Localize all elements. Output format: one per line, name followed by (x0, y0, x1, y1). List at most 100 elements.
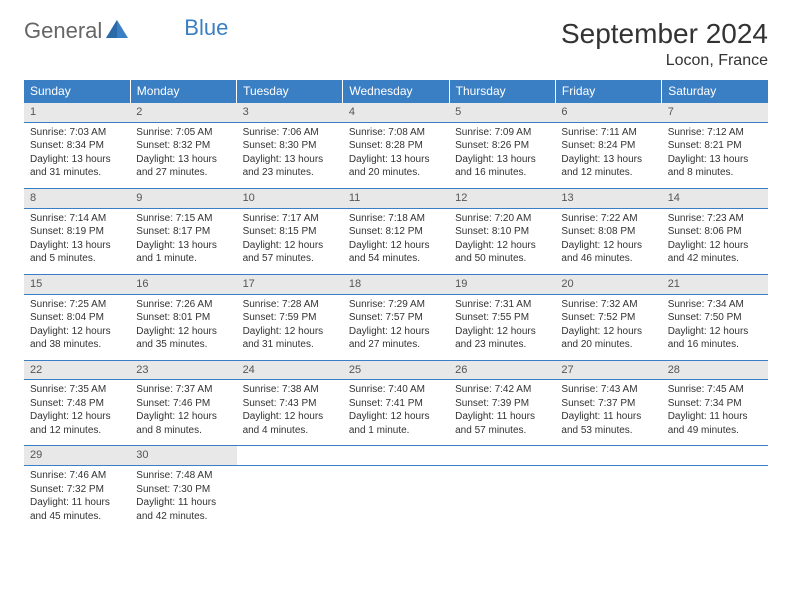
logo-text-blue: Blue (184, 15, 228, 41)
cell-sunrise: Sunrise: 7:15 AM (136, 212, 230, 226)
cell-daylight2: and 23 minutes. (243, 166, 337, 180)
day-content-cell: Sunrise: 7:45 AMSunset: 7:34 PMDaylight:… (662, 380, 768, 446)
cell-daylight1: Daylight: 11 hours (668, 410, 762, 424)
cell-daylight1: Daylight: 13 hours (668, 153, 762, 167)
cell-daylight2: and 27 minutes. (136, 166, 230, 180)
cell-sunset: Sunset: 7:48 PM (30, 397, 124, 411)
cell-daylight1: Daylight: 12 hours (349, 410, 443, 424)
cell-daylight2: and 45 minutes. (30, 510, 124, 524)
cell-daylight2: and 42 minutes. (136, 510, 230, 524)
cell-daylight1: Daylight: 13 hours (30, 239, 124, 253)
cell-daylight1: Daylight: 12 hours (668, 325, 762, 339)
day-number-cell (449, 446, 555, 466)
cell-daylight2: and 53 minutes. (561, 424, 655, 438)
cell-sunrise: Sunrise: 7:40 AM (349, 383, 443, 397)
cell-daylight2: and 16 minutes. (455, 166, 549, 180)
logo-text-general: General (24, 18, 102, 44)
day-content-cell: Sunrise: 7:09 AMSunset: 8:26 PMDaylight:… (449, 122, 555, 188)
day-content-cell: Sunrise: 7:18 AMSunset: 8:12 PMDaylight:… (343, 208, 449, 274)
cell-daylight1: Daylight: 12 hours (455, 239, 549, 253)
cell-sunset: Sunset: 8:28 PM (349, 139, 443, 153)
day-number-cell: 9 (130, 188, 236, 208)
cell-sunrise: Sunrise: 7:17 AM (243, 212, 337, 226)
day-header: Sunday (24, 80, 130, 103)
cell-sunset: Sunset: 7:50 PM (668, 311, 762, 325)
day-header: Wednesday (343, 80, 449, 103)
day-number-cell (237, 446, 343, 466)
day-number-cell: 30 (130, 446, 236, 466)
day-content-cell: Sunrise: 7:37 AMSunset: 7:46 PMDaylight:… (130, 380, 236, 446)
cell-daylight1: Daylight: 12 hours (455, 325, 549, 339)
cell-sunrise: Sunrise: 7:18 AM (349, 212, 443, 226)
cell-daylight1: Daylight: 12 hours (243, 410, 337, 424)
day-number-cell: 21 (662, 274, 768, 294)
cell-sunrise: Sunrise: 7:38 AM (243, 383, 337, 397)
day-number-cell: 2 (130, 103, 236, 123)
cell-sunrise: Sunrise: 7:14 AM (30, 212, 124, 226)
day-number-cell: 13 (555, 188, 661, 208)
cell-daylight1: Daylight: 13 hours (30, 153, 124, 167)
day-content-row: Sunrise: 7:03 AMSunset: 8:34 PMDaylight:… (24, 122, 768, 188)
cell-sunrise: Sunrise: 7:46 AM (30, 469, 124, 483)
day-number-cell: 12 (449, 188, 555, 208)
cell-sunset: Sunset: 7:43 PM (243, 397, 337, 411)
day-content-cell: Sunrise: 7:12 AMSunset: 8:21 PMDaylight:… (662, 122, 768, 188)
cell-sunset: Sunset: 7:41 PM (349, 397, 443, 411)
day-number-cell: 5 (449, 103, 555, 123)
day-header: Tuesday (237, 80, 343, 103)
cell-sunrise: Sunrise: 7:20 AM (455, 212, 549, 226)
cell-daylight2: and 8 minutes. (668, 166, 762, 180)
day-number-cell (343, 446, 449, 466)
day-content-cell: Sunrise: 7:46 AMSunset: 7:32 PMDaylight:… (24, 466, 130, 532)
cell-sunset: Sunset: 8:26 PM (455, 139, 549, 153)
day-header: Friday (555, 80, 661, 103)
cell-sunrise: Sunrise: 7:31 AM (455, 298, 549, 312)
cell-daylight1: Daylight: 12 hours (243, 325, 337, 339)
day-number-cell: 20 (555, 274, 661, 294)
cell-daylight1: Daylight: 12 hours (561, 325, 655, 339)
day-number-cell (662, 446, 768, 466)
day-number-cell (555, 446, 661, 466)
day-number-cell: 3 (237, 103, 343, 123)
cell-daylight2: and 20 minutes. (349, 166, 443, 180)
day-number-cell: 27 (555, 360, 661, 380)
day-number-cell: 16 (130, 274, 236, 294)
cell-sunset: Sunset: 7:32 PM (30, 483, 124, 497)
cell-daylight1: Daylight: 12 hours (30, 410, 124, 424)
day-content-row: Sunrise: 7:14 AMSunset: 8:19 PMDaylight:… (24, 208, 768, 274)
cell-daylight2: and 54 minutes. (349, 252, 443, 266)
cell-daylight2: and 31 minutes. (243, 338, 337, 352)
cell-daylight2: and 12 minutes. (30, 424, 124, 438)
day-content-cell: Sunrise: 7:43 AMSunset: 7:37 PMDaylight:… (555, 380, 661, 446)
day-number-cell: 18 (343, 274, 449, 294)
day-content-cell: Sunrise: 7:05 AMSunset: 8:32 PMDaylight:… (130, 122, 236, 188)
day-content-cell (555, 466, 661, 532)
day-number-cell: 1 (24, 103, 130, 123)
day-content-cell (343, 466, 449, 532)
cell-daylight2: and 27 minutes. (349, 338, 443, 352)
day-content-cell (237, 466, 343, 532)
cell-sunrise: Sunrise: 7:26 AM (136, 298, 230, 312)
cell-sunset: Sunset: 7:59 PM (243, 311, 337, 325)
cell-daylight2: and 12 minutes. (561, 166, 655, 180)
cell-daylight2: and 38 minutes. (30, 338, 124, 352)
cell-sunrise: Sunrise: 7:42 AM (455, 383, 549, 397)
day-content-cell: Sunrise: 7:26 AMSunset: 8:01 PMDaylight:… (130, 294, 236, 360)
day-content-cell: Sunrise: 7:03 AMSunset: 8:34 PMDaylight:… (24, 122, 130, 188)
cell-daylight1: Daylight: 12 hours (136, 410, 230, 424)
day-content-cell: Sunrise: 7:06 AMSunset: 8:30 PMDaylight:… (237, 122, 343, 188)
day-header: Thursday (449, 80, 555, 103)
day-content-cell: Sunrise: 7:28 AMSunset: 7:59 PMDaylight:… (237, 294, 343, 360)
day-header: Saturday (662, 80, 768, 103)
day-number-row: 2930 (24, 446, 768, 466)
day-number-row: 22232425262728 (24, 360, 768, 380)
cell-sunset: Sunset: 7:30 PM (136, 483, 230, 497)
day-content-cell: Sunrise: 7:42 AMSunset: 7:39 PMDaylight:… (449, 380, 555, 446)
cell-daylight2: and 57 minutes. (455, 424, 549, 438)
cell-sunrise: Sunrise: 7:25 AM (30, 298, 124, 312)
day-content-cell: Sunrise: 7:22 AMSunset: 8:08 PMDaylight:… (555, 208, 661, 274)
day-number-row: 891011121314 (24, 188, 768, 208)
cell-daylight1: Daylight: 11 hours (136, 496, 230, 510)
cell-daylight2: and 16 minutes. (668, 338, 762, 352)
day-content-cell: Sunrise: 7:11 AMSunset: 8:24 PMDaylight:… (555, 122, 661, 188)
